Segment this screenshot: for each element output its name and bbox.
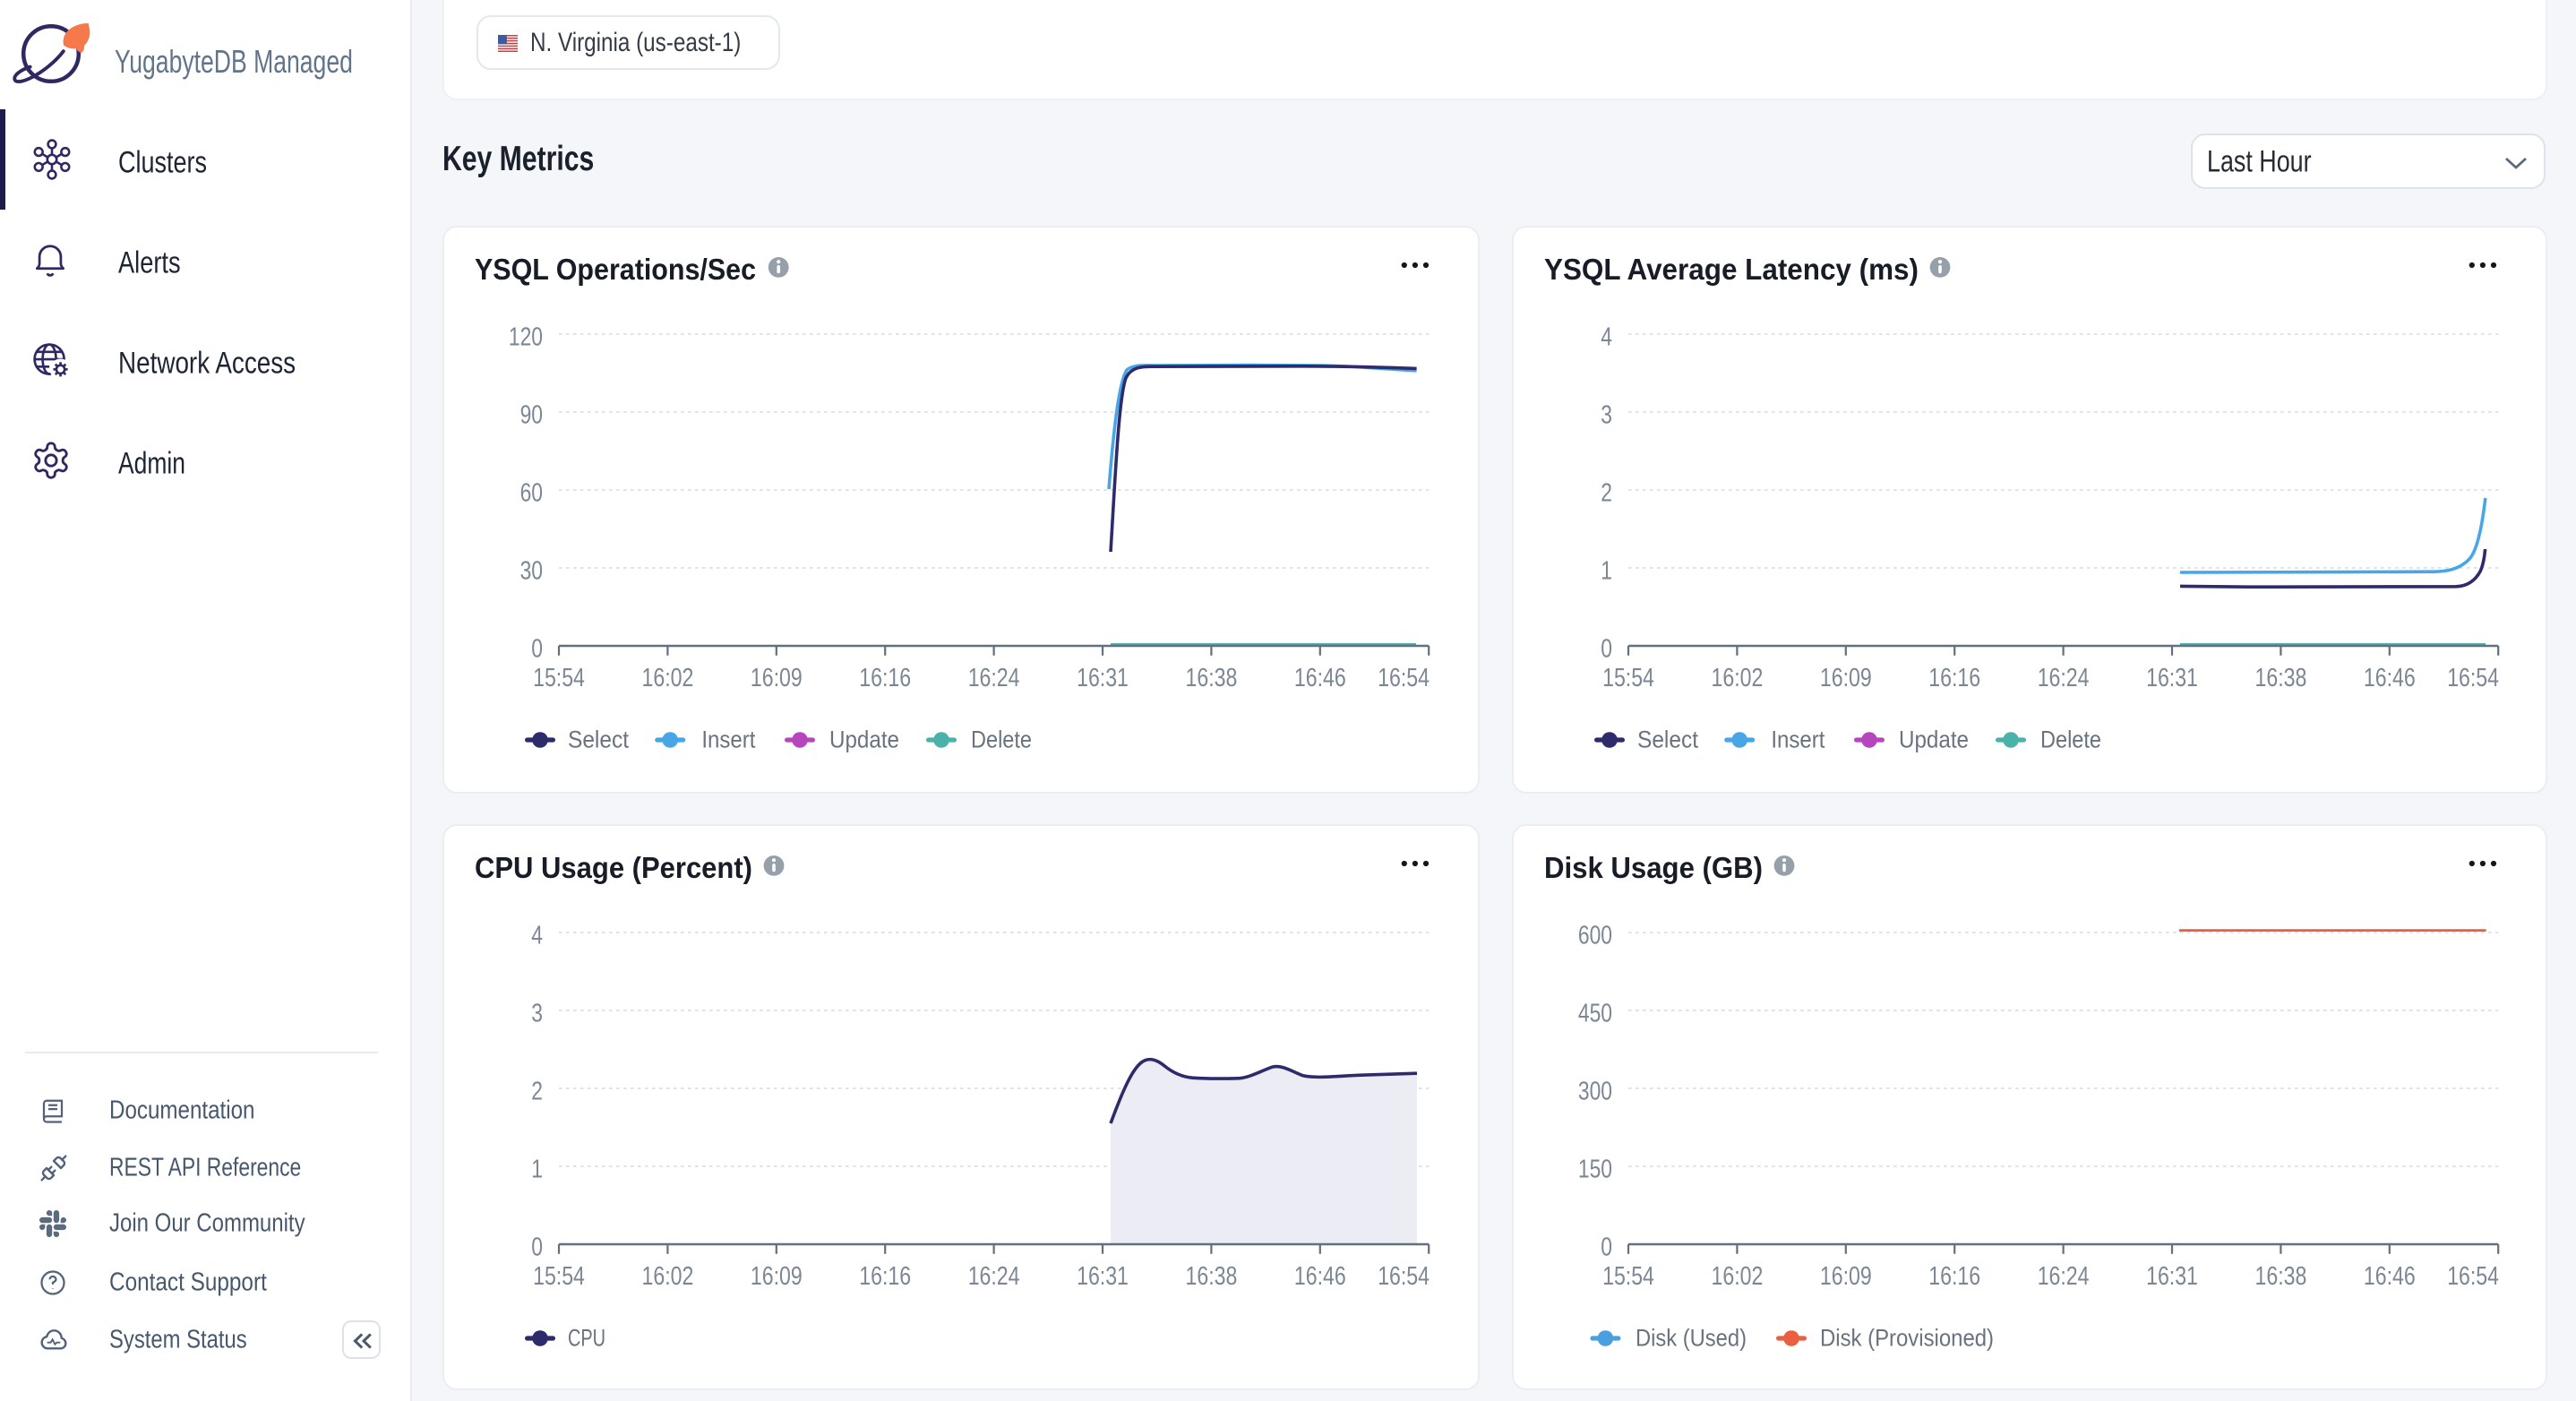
svg-text:16:02: 16:02	[1712, 664, 1764, 692]
svg-text:90: 90	[520, 401, 543, 430]
svg-text:16:16: 16:16	[859, 664, 911, 692]
svg-text:15:54: 15:54	[1602, 1262, 1654, 1291]
svg-text:YSQL Operations/Sec: YSQL Operations/Sec	[475, 253, 756, 286]
svg-text:16:02: 16:02	[642, 1262, 694, 1291]
svg-text:16:16: 16:16	[859, 1262, 911, 1291]
svg-text:16:16: 16:16	[1928, 1262, 1980, 1291]
svg-text:600: 600	[1578, 922, 1612, 950]
svg-text:16:46: 16:46	[2364, 1262, 2416, 1291]
svg-text:0: 0	[1601, 635, 1612, 664]
svg-text:Delete: Delete	[2040, 726, 2101, 753]
svg-text:450: 450	[1578, 1000, 1612, 1028]
svg-text:Insert: Insert	[701, 726, 755, 753]
svg-text:CPU Usage (Percent): CPU Usage (Percent)	[475, 851, 752, 884]
svg-text:16:54: 16:54	[2447, 1262, 2499, 1291]
svg-text:Delete: Delete	[971, 726, 1032, 753]
svg-text:0: 0	[531, 635, 543, 664]
svg-text:Select: Select	[1637, 726, 1698, 753]
svg-text:CPU: CPU	[568, 1325, 605, 1352]
svg-text:16:02: 16:02	[642, 664, 694, 692]
svg-text:Update: Update	[1899, 726, 1969, 753]
svg-text:120: 120	[509, 323, 543, 352]
svg-text:16:24: 16:24	[968, 664, 1020, 692]
svg-text:Disk (Provisioned): Disk (Provisioned)	[1820, 1325, 1994, 1352]
svg-text:2: 2	[1601, 479, 1612, 508]
svg-text:16:54: 16:54	[2447, 664, 2499, 692]
svg-text:150: 150	[1578, 1156, 1612, 1184]
svg-text:30: 30	[520, 557, 543, 586]
svg-text:1: 1	[1601, 557, 1612, 586]
svg-text:Insert: Insert	[1771, 726, 1825, 753]
svg-text:16:54: 16:54	[1378, 664, 1430, 692]
svg-text:16:38: 16:38	[2255, 664, 2307, 692]
svg-text:16:31: 16:31	[2146, 1262, 2198, 1291]
svg-text:16:09: 16:09	[1820, 664, 1872, 692]
svg-text:16:38: 16:38	[1186, 664, 1238, 692]
svg-text:16:16: 16:16	[1928, 664, 1980, 692]
svg-text:3: 3	[1601, 401, 1612, 430]
svg-text:16:31: 16:31	[1077, 664, 1129, 692]
svg-text:1: 1	[531, 1156, 543, 1184]
svg-text:16:31: 16:31	[1077, 1262, 1129, 1291]
svg-text:15:54: 15:54	[533, 664, 585, 692]
svg-text:16:54: 16:54	[1378, 1262, 1430, 1291]
svg-text:Disk (Used): Disk (Used)	[1636, 1325, 1747, 1352]
svg-text:Disk Usage (GB): Disk Usage (GB)	[1544, 851, 1763, 884]
svg-text:16:46: 16:46	[1294, 664, 1346, 692]
svg-text:YSQL Average Latency (ms): YSQL Average Latency (ms)	[1544, 253, 1919, 286]
svg-text:300: 300	[1578, 1078, 1612, 1106]
svg-text:2: 2	[531, 1078, 543, 1106]
svg-text:15:54: 15:54	[1602, 664, 1654, 692]
svg-text:16:46: 16:46	[2364, 664, 2416, 692]
svg-text:16:09: 16:09	[1820, 1262, 1872, 1291]
svg-text:Select: Select	[568, 726, 629, 753]
svg-text:60: 60	[520, 479, 543, 508]
svg-text:16:09: 16:09	[751, 1262, 803, 1291]
svg-text:3: 3	[531, 1000, 543, 1028]
svg-text:16:31: 16:31	[2146, 664, 2198, 692]
svg-text:0: 0	[1601, 1233, 1612, 1262]
svg-text:16:38: 16:38	[2255, 1262, 2307, 1291]
svg-text:15:54: 15:54	[533, 1262, 585, 1291]
svg-text:16:09: 16:09	[751, 664, 803, 692]
svg-text:16:02: 16:02	[1712, 1262, 1764, 1291]
svg-text:16:46: 16:46	[1294, 1262, 1346, 1291]
svg-text:16:24: 16:24	[2038, 1262, 2090, 1291]
svg-text:16:38: 16:38	[1186, 1262, 1238, 1291]
svg-text:0: 0	[531, 1233, 543, 1262]
svg-text:4: 4	[1601, 323, 1612, 352]
svg-text:Update: Update	[829, 726, 899, 753]
svg-text:16:24: 16:24	[2038, 664, 2090, 692]
svg-text:4: 4	[531, 922, 543, 950]
svg-text:16:24: 16:24	[968, 1262, 1020, 1291]
